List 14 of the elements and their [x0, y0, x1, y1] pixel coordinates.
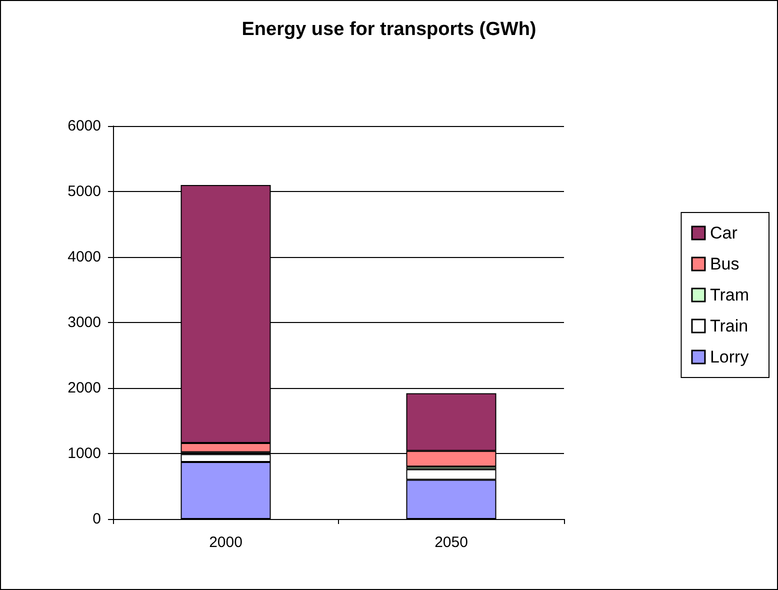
legend-label: Bus: [710, 254, 740, 274]
y-tick-label: 6000: [68, 118, 101, 134]
y-tick-label: 1000: [68, 445, 101, 462]
legend-label: Tram: [710, 286, 749, 304]
y-tick-label: 2000: [68, 380, 101, 396]
y-tick-label: 3000: [68, 314, 101, 331]
y-tick-label: 0: [92, 510, 101, 528]
legend-label: Train: [710, 316, 748, 336]
legend-label: Car: [710, 224, 738, 242]
x-tick-label: 2050: [434, 534, 468, 551]
y-tick-label: 4000: [68, 248, 101, 266]
y-tick-label: 5000: [68, 183, 101, 200]
legend-label: Lorry: [710, 348, 750, 366]
chart-title: Energy use for transports (GWh): [242, 19, 536, 40]
